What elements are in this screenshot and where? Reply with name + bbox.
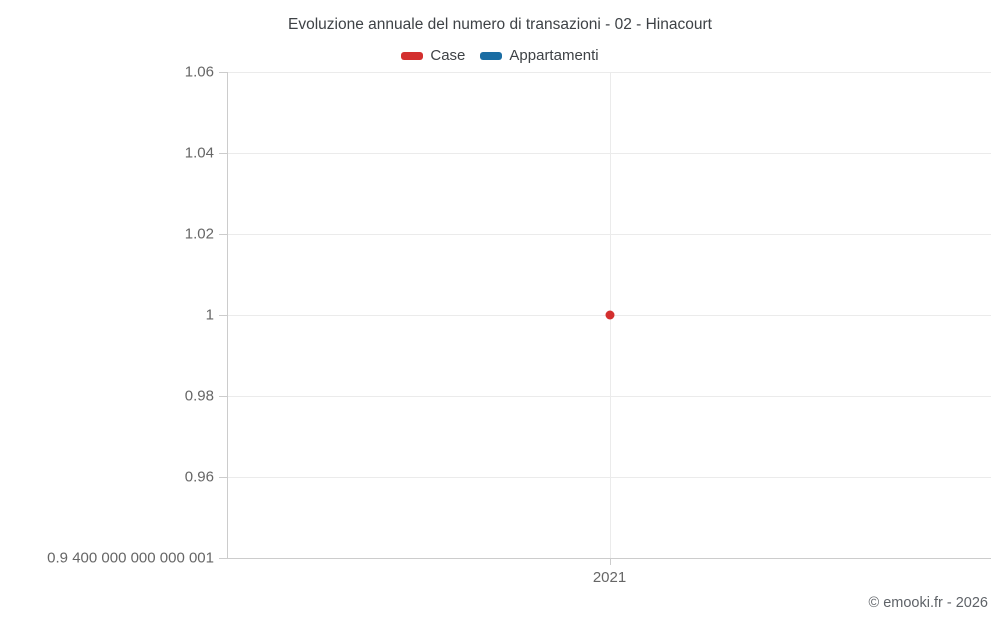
y-axis-tick-label: 1.06 [184, 63, 214, 81]
y-tick-mark [219, 558, 228, 559]
y-axis-tick-label: 0.98 [184, 387, 214, 405]
y-axis-tick-label: 1.04 [184, 144, 214, 162]
y-tick-mark [219, 315, 228, 316]
plot-area: 1.06 1.04 1.02 1 0.98 0.96 0.9 400 000 000 000… [47, 64, 991, 586]
copyright-text: © emooki.fr - 2026 [868, 595, 988, 611]
y-tick-mark [219, 152, 228, 154]
y-tick-mark [219, 477, 228, 478]
x-axis-tick-label: 2021 [592, 569, 627, 586]
legend-swatch-case [401, 51, 424, 60]
legend: Case Appartamenti [0, 47, 1000, 64]
y-axis-tick-label: 1 [205, 306, 214, 324]
y-tick-mark [219, 233, 228, 235]
legend-item-case[interactable]: Case [401, 47, 465, 64]
data-point-case[interactable] [605, 310, 614, 320]
y-axis-tick-label: 1.02 [184, 225, 214, 243]
legend-label: Case [430, 47, 466, 64]
x-tick-mark [609, 558, 611, 565]
chart-title: Evoluzione annuale del numero di transaz… [288, 16, 712, 33]
y-axis-tick-label: 0.9 400 000 000 000 001 [47, 549, 214, 567]
y-tick-mark [219, 72, 228, 73]
legend-swatch-appartamenti [480, 51, 503, 60]
y-tick-mark [219, 395, 228, 397]
y-axis-tick-label: 0.96 [184, 468, 214, 486]
legend-item-appartamenti[interactable]: Appartamenti [480, 47, 599, 64]
legend-label: Appartamenti [509, 47, 599, 64]
